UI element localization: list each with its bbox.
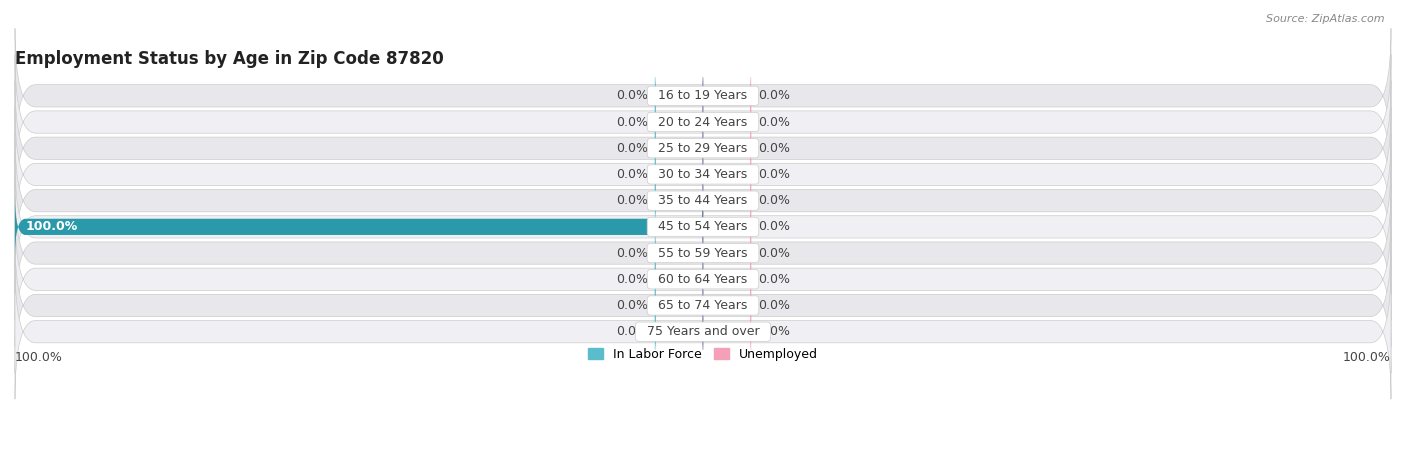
Text: 0.0%: 0.0% xyxy=(758,325,790,338)
Text: 0.0%: 0.0% xyxy=(616,89,648,102)
FancyBboxPatch shape xyxy=(15,81,1391,216)
FancyBboxPatch shape xyxy=(15,54,1391,189)
Text: 0.0%: 0.0% xyxy=(758,142,790,155)
Text: 0.0%: 0.0% xyxy=(616,168,648,181)
Text: 100.0%: 100.0% xyxy=(1343,351,1391,364)
FancyBboxPatch shape xyxy=(703,301,751,363)
Text: 0.0%: 0.0% xyxy=(758,299,790,312)
Text: Employment Status by Age in Zip Code 87820: Employment Status by Age in Zip Code 878… xyxy=(15,50,444,68)
FancyBboxPatch shape xyxy=(655,91,703,153)
Text: 100.0%: 100.0% xyxy=(15,351,63,364)
FancyBboxPatch shape xyxy=(15,107,1391,242)
Text: 55 to 59 Years: 55 to 59 Years xyxy=(650,247,756,260)
Text: 0.0%: 0.0% xyxy=(616,325,648,338)
Text: 35 to 44 Years: 35 to 44 Years xyxy=(651,194,755,207)
FancyBboxPatch shape xyxy=(655,274,703,337)
Text: 25 to 29 Years: 25 to 29 Years xyxy=(651,142,755,155)
FancyBboxPatch shape xyxy=(655,117,703,180)
Text: 60 to 64 Years: 60 to 64 Years xyxy=(651,273,755,286)
Text: 0.0%: 0.0% xyxy=(758,194,790,207)
FancyBboxPatch shape xyxy=(703,143,751,206)
FancyBboxPatch shape xyxy=(655,301,703,363)
Text: 0.0%: 0.0% xyxy=(616,116,648,129)
Legend: In Labor Force, Unemployed: In Labor Force, Unemployed xyxy=(583,342,823,365)
Text: 0.0%: 0.0% xyxy=(616,142,648,155)
Text: 75 Years and over: 75 Years and over xyxy=(638,325,768,338)
Text: 0.0%: 0.0% xyxy=(616,299,648,312)
FancyBboxPatch shape xyxy=(655,65,703,127)
FancyBboxPatch shape xyxy=(703,91,751,153)
Text: 0.0%: 0.0% xyxy=(616,194,648,207)
FancyBboxPatch shape xyxy=(655,222,703,284)
FancyBboxPatch shape xyxy=(703,274,751,337)
Text: 0.0%: 0.0% xyxy=(758,247,790,260)
Text: 100.0%: 100.0% xyxy=(25,220,77,234)
FancyBboxPatch shape xyxy=(15,212,1391,347)
Text: 0.0%: 0.0% xyxy=(758,273,790,286)
FancyBboxPatch shape xyxy=(15,264,1391,399)
Text: 0.0%: 0.0% xyxy=(616,247,648,260)
Text: 0.0%: 0.0% xyxy=(758,168,790,181)
FancyBboxPatch shape xyxy=(15,238,1391,373)
Text: 20 to 24 Years: 20 to 24 Years xyxy=(651,116,755,129)
FancyBboxPatch shape xyxy=(703,117,751,180)
Text: 16 to 19 Years: 16 to 19 Years xyxy=(651,89,755,102)
FancyBboxPatch shape xyxy=(703,170,751,232)
Text: 30 to 34 Years: 30 to 34 Years xyxy=(651,168,755,181)
Text: 45 to 54 Years: 45 to 54 Years xyxy=(651,220,755,234)
Text: Source: ZipAtlas.com: Source: ZipAtlas.com xyxy=(1267,14,1385,23)
FancyBboxPatch shape xyxy=(703,222,751,284)
FancyBboxPatch shape xyxy=(655,248,703,310)
Text: 0.0%: 0.0% xyxy=(758,220,790,234)
FancyBboxPatch shape xyxy=(655,170,703,232)
FancyBboxPatch shape xyxy=(703,196,751,258)
Text: 0.0%: 0.0% xyxy=(758,116,790,129)
FancyBboxPatch shape xyxy=(655,143,703,206)
FancyBboxPatch shape xyxy=(15,28,1391,163)
Text: 65 to 74 Years: 65 to 74 Years xyxy=(651,299,755,312)
Text: 0.0%: 0.0% xyxy=(758,89,790,102)
FancyBboxPatch shape xyxy=(15,159,1391,294)
Text: 0.0%: 0.0% xyxy=(616,273,648,286)
FancyBboxPatch shape xyxy=(15,133,1391,268)
FancyBboxPatch shape xyxy=(15,196,703,258)
FancyBboxPatch shape xyxy=(703,65,751,127)
FancyBboxPatch shape xyxy=(703,248,751,310)
FancyBboxPatch shape xyxy=(15,185,1391,320)
